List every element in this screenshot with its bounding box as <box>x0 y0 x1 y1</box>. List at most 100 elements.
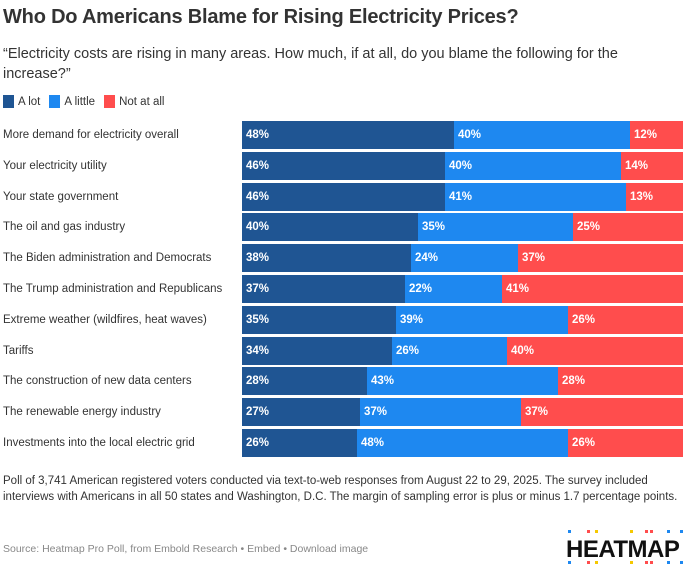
bar-segment-a-lot <box>242 213 418 241</box>
legend-item-not-at-all: Not at all <box>104 95 164 108</box>
bar-segment-a-little <box>445 152 621 180</box>
data-label: 39% <box>400 314 424 326</box>
legend-label-a-little: A little <box>64 95 96 108</box>
bar-segment-a-lot <box>242 367 367 395</box>
logo-dot <box>630 561 633 564</box>
data-label: 38% <box>246 252 270 264</box>
bar-segment-a-lot <box>242 152 445 180</box>
legend-item-a-little: A little <box>49 95 95 108</box>
bar-segment-not-at-all <box>518 244 683 272</box>
logo-dot <box>680 561 683 564</box>
data-label: 40% <box>458 129 482 141</box>
bar-segment-not-at-all <box>521 398 683 426</box>
bar-segment-a-lot <box>242 121 454 149</box>
bar-segment-not-at-all <box>630 121 683 149</box>
data-label: 12% <box>634 129 658 141</box>
logo-dot <box>630 530 633 533</box>
embed-link[interactable]: Embed <box>247 543 281 555</box>
category-label: The construction of new data centers <box>3 375 192 387</box>
legend: A lot A little Not at all <box>3 95 173 108</box>
logo-dot <box>645 530 648 533</box>
legend-swatch-not-at-all <box>104 95 116 108</box>
data-label: 28% <box>246 375 270 387</box>
bar-segment-a-little <box>367 367 558 395</box>
data-label: 37% <box>525 406 549 418</box>
data-label: 46% <box>246 160 270 172</box>
bar-segment-a-lot <box>242 275 405 303</box>
data-label: 27% <box>246 406 270 418</box>
bar-segment-not-at-all <box>502 275 683 303</box>
data-label: 28% <box>562 375 586 387</box>
logo-dot <box>650 530 653 533</box>
data-label: 40% <box>511 345 535 357</box>
legend-item-a-lot: A lot <box>3 95 40 108</box>
data-label: 24% <box>415 252 439 264</box>
data-label: 40% <box>449 160 473 172</box>
bar-segment-not-at-all <box>573 213 683 241</box>
bar-segment-not-at-all <box>626 183 683 211</box>
data-label: 43% <box>371 375 395 387</box>
logo-dot <box>568 530 571 533</box>
bar-segment-a-little <box>418 213 573 241</box>
chart-title: Who Do Americans Blame for Rising Electr… <box>3 6 519 28</box>
category-label: The renewable energy industry <box>3 406 161 418</box>
bar-segment-a-lot <box>242 183 445 211</box>
category-label: The Trump administration and Republicans <box>3 283 223 295</box>
category-label: More demand for electricity overall <box>3 129 179 141</box>
bar-segment-a-little <box>396 306 568 334</box>
source-text: Source: Heatmap Pro Poll, from Embold Re… <box>3 543 238 555</box>
data-label: 22% <box>409 283 433 295</box>
bar-segment-a-lot <box>242 429 357 457</box>
logo-dot <box>680 530 683 533</box>
data-label: 35% <box>246 314 270 326</box>
bar-segment-a-little <box>411 244 518 272</box>
logo-dot <box>587 561 590 564</box>
bar-segment-a-little <box>360 398 521 426</box>
data-label: 14% <box>625 160 649 172</box>
legend-label-a-lot: A lot <box>18 95 41 108</box>
data-label: 46% <box>246 191 270 203</box>
data-label: 37% <box>246 283 270 295</box>
source-line: Source: Heatmap Pro Poll, from Embold Re… <box>3 543 368 555</box>
category-label: The Biden administration and Democrats <box>3 252 212 264</box>
logo-dot <box>645 561 648 564</box>
category-label: The oil and gas industry <box>3 221 126 233</box>
download-image-link[interactable]: Download image <box>289 543 369 555</box>
bar-segment-a-little <box>405 275 502 303</box>
bar-segment-not-at-all <box>507 337 683 365</box>
data-label: 25% <box>577 221 601 233</box>
logo-dot <box>587 530 590 533</box>
legend-swatch-a-little <box>49 95 61 108</box>
data-label: 40% <box>246 221 270 233</box>
data-label: 41% <box>506 283 530 295</box>
category-label: Your state government <box>3 191 119 203</box>
legend-swatch-a-lot <box>3 95 14 108</box>
bar-segment-not-at-all <box>568 429 683 457</box>
bar-segment-a-lot <box>242 244 411 272</box>
bar-segment-a-lot <box>242 398 360 426</box>
bar-segment-a-little <box>445 183 626 211</box>
bar-segment-a-little <box>357 429 568 457</box>
logo-dot <box>650 561 653 564</box>
category-label: Your electricity utility <box>3 160 107 172</box>
data-label: 26% <box>396 345 420 357</box>
category-label: Tariffs <box>3 345 34 357</box>
logo-dot <box>595 561 598 564</box>
data-label: 13% <box>630 191 654 203</box>
data-label: 48% <box>246 129 270 141</box>
logo-wordmark: HEATMAP <box>566 536 680 563</box>
data-label: 41% <box>449 191 473 203</box>
data-label: 26% <box>572 314 596 326</box>
data-label: 37% <box>522 252 546 264</box>
bar-segment-a-little <box>454 121 630 149</box>
bar-segment-a-little <box>392 337 507 365</box>
logo-dot <box>667 530 670 533</box>
bar-segment-not-at-all <box>558 367 683 395</box>
logo-dot <box>667 561 670 564</box>
data-label: 48% <box>361 437 385 449</box>
data-label: 26% <box>246 437 270 449</box>
separator: • <box>280 543 290 555</box>
chart-subtitle: “Electricity costs are rising in many ar… <box>3 46 618 82</box>
bar-segment-not-at-all <box>568 306 683 334</box>
methodology-note: Poll of 3,741 American registered voters… <box>3 475 678 503</box>
